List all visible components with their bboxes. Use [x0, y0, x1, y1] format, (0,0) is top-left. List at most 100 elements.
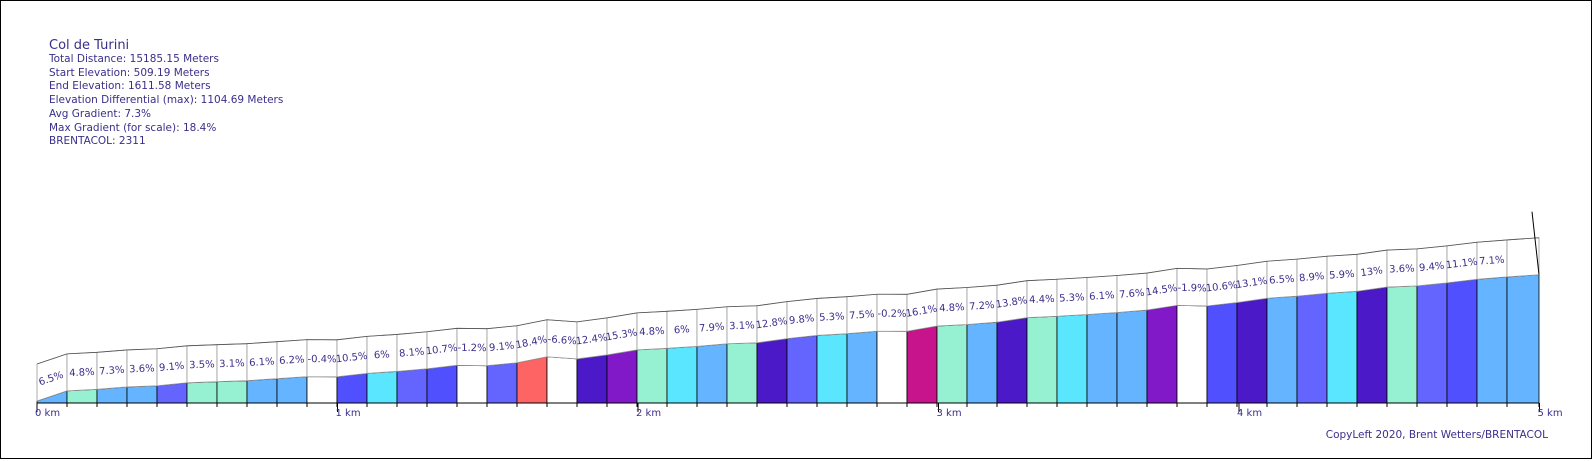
segment-bar-25 — [786, 334, 818, 404]
axis-tick-label-4: 4 km — [1237, 408, 1262, 419]
stat-brentacol: BRENTACOL: 2311 — [49, 135, 146, 148]
stat-start-elevation: Start Elevation: 509.19 Meters — [49, 66, 210, 79]
gradient-label-25: 9.8% — [789, 313, 815, 327]
gradient-label-23: 3.1% — [729, 320, 755, 332]
gradient-label-29: 16.1% — [905, 304, 938, 320]
segment-bar-39 — [1206, 302, 1238, 404]
segment-bar-7 — [246, 378, 278, 404]
segment-bar-48 — [1476, 276, 1508, 404]
segment-bar-23 — [726, 342, 758, 404]
stat-max-gradient: Max Gradient (for scale): 18.4% — [49, 121, 217, 134]
gradient-label-17: -6.6% — [547, 334, 577, 347]
stat-elevation-differential: Elevation Differential (max): 1104.69 Me… — [49, 94, 284, 107]
segment-bar-38 — [1176, 304, 1208, 404]
segment-bar-9 — [306, 376, 338, 404]
segment-bar-11 — [366, 370, 398, 404]
gradient-label-18: 12.4% — [575, 332, 608, 347]
axis-tick-label-5: 5 km — [1538, 408, 1563, 419]
segment-bar-43 — [1326, 290, 1358, 404]
segment-bar-36 — [1116, 309, 1148, 404]
gradient-label-20: 4.8% — [639, 326, 665, 338]
segment-bar-32 — [996, 317, 1028, 404]
gradient-label-3: 3.6% — [129, 363, 155, 375]
segment-bar-31 — [966, 321, 998, 404]
gradient-label-38: -1.9% — [1177, 283, 1206, 295]
gradient-label-7: 6.1% — [249, 356, 275, 369]
segment-bar-26 — [816, 333, 848, 404]
info-panel: Col de Turini Total Distance: 15185.15 M… — [49, 38, 283, 149]
segment-bar-47 — [1446, 278, 1478, 404]
axis-tick-label-1: 1 km — [336, 408, 361, 419]
gradient-label-9: -0.4% — [307, 354, 336, 365]
axis-tick-label-3: 3 km — [937, 408, 962, 419]
gradient-label-8: 6.2% — [279, 354, 305, 367]
segment-bar-41 — [1266, 295, 1298, 404]
gradient-label-28: -0.2% — [877, 309, 906, 320]
gradient-label-14: -1.2% — [457, 343, 486, 354]
gradient-label-2: 7.3% — [99, 365, 125, 378]
segment-bar-24 — [756, 338, 788, 404]
gradient-label-15: 9.1% — [489, 340, 515, 353]
gradient-label-5: 3.5% — [189, 359, 215, 371]
gradient-label-42: 8.9% — [1299, 271, 1325, 284]
gradient-label-19: 15.3% — [605, 327, 638, 343]
band-end-edge — [1531, 211, 1540, 275]
gradient-label-43: 5.9% — [1329, 269, 1355, 282]
segment-bar-30 — [936, 324, 968, 404]
segment-bar-1 — [66, 388, 98, 404]
gradient-label-46: 9.4% — [1419, 261, 1445, 275]
segment-bar-21 — [666, 345, 698, 404]
axis-tick-label-2: 2 km — [636, 408, 661, 419]
segment-bar-37 — [1146, 304, 1178, 404]
gradient-label-48: 7.1% — [1479, 255, 1505, 268]
segment-bar-22 — [696, 343, 728, 404]
gradient-label-41: 6.5% — [1269, 274, 1295, 287]
segment-bar-16 — [516, 356, 548, 404]
segment-bar-49 — [1506, 274, 1540, 404]
segment-bar-4 — [156, 382, 188, 404]
stat-avg-gradient: Avg Gradient: 7.3% — [49, 107, 152, 120]
stat-end-elevation: End Elevation: 1611.58 Meters — [49, 80, 211, 93]
gradient-label-10: 10.5% — [335, 351, 368, 366]
gradient-labels: 6.5% 4.8% 7.3% 3.6% 9.1% 3.5% 3.1% 6.1% 6.2% -0.4… — [37, 255, 1504, 389]
gradient-label-6: 3.1% — [219, 358, 245, 370]
gradient-label-34: 5.3% — [1059, 292, 1085, 304]
gradient-label-31: 7.2% — [969, 300, 995, 313]
band-outline — [36, 237, 1540, 365]
profile-band — [36, 211, 1540, 402]
segment-bar-27 — [846, 330, 878, 404]
segment-bar-19 — [606, 349, 638, 404]
gradient-label-47: 11.1% — [1445, 257, 1478, 272]
segment-bar-8 — [276, 376, 308, 404]
gradient-label-37: 14.5% — [1145, 283, 1178, 299]
gradient-label-33: 4.4% — [1029, 294, 1055, 306]
segment-bar-17 — [546, 356, 578, 404]
gradient-label-45: 3.6% — [1389, 264, 1415, 276]
copyright-text: CopyLeft 2020, Brent Wetters/BRENTACOL — [1325, 429, 1548, 441]
gradient-label-35: 6.1% — [1089, 290, 1115, 303]
segment-bar-14 — [456, 364, 488, 404]
gradient-label-26: 5.3% — [819, 311, 845, 323]
segment-bar-42 — [1296, 292, 1328, 404]
segment-bar-18 — [576, 354, 608, 404]
axis-tick-label-0: 0 km — [35, 408, 60, 419]
gradient-label-4: 9.1% — [159, 361, 185, 374]
segment-bar-44 — [1356, 286, 1388, 404]
segment-bar-35 — [1086, 312, 1118, 404]
segment-bars — [36, 274, 1540, 404]
gradient-label-30: 4.8% — [939, 302, 965, 314]
chart-title: Col de Turini — [49, 38, 130, 53]
gradient-label-12: 8.1% — [399, 347, 425, 360]
gradient-label-21: 6% — [674, 324, 691, 336]
segment-bar-40 — [1236, 297, 1268, 404]
gradient-label-39: 10.6% — [1205, 280, 1238, 295]
segment-bar-45 — [1386, 285, 1418, 404]
segment-bar-13 — [426, 364, 458, 404]
segment-bar-5 — [186, 381, 218, 404]
gradient-label-22: 7.9% — [699, 322, 725, 335]
segment-bar-10 — [336, 372, 368, 404]
gradient-label-36: 7.6% — [1119, 288, 1145, 301]
segment-bar-29 — [906, 325, 938, 404]
